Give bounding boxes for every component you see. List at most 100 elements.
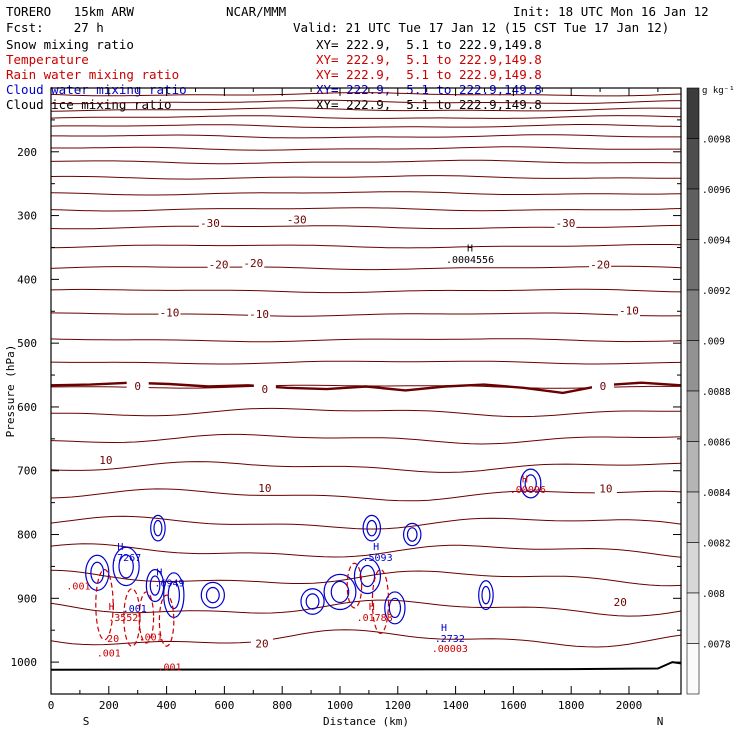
temperature-label: -30 (555, 217, 575, 230)
isotherm-line (50, 360, 682, 365)
temperature-label: -30 (200, 217, 220, 230)
temperature-label: 10 (599, 483, 612, 496)
extremum-label: H (117, 542, 123, 553)
init-time: Init: 18 UTC Mon 16 Jan 12 (513, 4, 709, 19)
extremum-label: .01788 (357, 613, 393, 624)
colorbar-label: .008 (702, 589, 725, 600)
y-tick-label: 900 (17, 592, 37, 605)
extremum-label: .0004556 (446, 255, 494, 266)
org-label: NCAR/MMM (226, 4, 287, 19)
cloud-water-contour (362, 514, 382, 542)
legend-field-name: Cloud ice mixing ratio (6, 97, 172, 112)
cloud-water-contour (205, 586, 220, 604)
cloud-water-contour (353, 557, 382, 595)
cloud-water-contour (112, 546, 140, 587)
temperature-label: 0 (134, 380, 141, 393)
x-tick-label: 2000 (616, 699, 643, 712)
temperature-label: -20 (590, 259, 610, 272)
x-tick-label: 800 (272, 699, 292, 712)
extremum-label: .00003 (432, 644, 468, 655)
temperature-label-bg (198, 217, 221, 230)
temperature-label-bg (158, 306, 181, 319)
extremum-label: H (373, 542, 379, 553)
temperature-label-bg (591, 379, 614, 392)
extremum-label: H (441, 623, 447, 634)
legend-xsec-coords: XY= 222.9, 5.1 to 222.9,149.8 (316, 67, 542, 82)
colorbar-swatch (686, 643, 700, 695)
cloud-water-contour (150, 514, 166, 542)
legend-field-name: Temperature (6, 52, 89, 67)
extremum-label: .001 (157, 663, 181, 674)
colorbar-swatch (686, 592, 700, 644)
temperature-label-bg (250, 637, 273, 650)
temperature-label-bg (207, 258, 230, 271)
temperature-label: 20 (614, 596, 627, 609)
x-tick-label: 1200 (385, 699, 412, 712)
colorbar-swatch (686, 340, 700, 392)
extremum-label: .2732 (435, 634, 465, 645)
x-tick-label: 200 (99, 699, 119, 712)
plot-frame (50, 87, 682, 695)
cloud-water-contour (305, 593, 320, 610)
extremum-label: .7267 (111, 553, 141, 564)
cloud-water-contour (388, 597, 402, 619)
cloud-water-contour (300, 588, 325, 615)
isotherm-line (51, 146, 681, 151)
y-tick-label: 800 (17, 529, 37, 542)
legend-xsec-coords: XY= 222.9, 5.1 to 222.9,149.8 (316, 37, 542, 52)
isotherm-line (50, 124, 682, 129)
colorbar-label: .0094 (702, 236, 731, 247)
temperature-label: -10 (249, 308, 269, 321)
temperature-label: -10 (160, 307, 180, 320)
temperature-label: 20 (255, 638, 268, 651)
colorbar-label: .0084 (702, 488, 731, 499)
temperature-label-bg (242, 256, 265, 269)
cloud-water-contour (402, 522, 422, 547)
colorbar-swatch (686, 138, 700, 190)
extremum-label: H (156, 568, 162, 579)
colorbar-label: .0092 (702, 286, 731, 297)
isotherm-line (50, 224, 682, 230)
extremum-label: .001 (139, 633, 163, 644)
isotherm-line (50, 515, 682, 530)
rain-water-contour (123, 588, 141, 647)
isotherm-line (50, 433, 682, 445)
colorbar-label: .0082 (702, 539, 731, 550)
temperature-label-bg (609, 596, 632, 609)
isotherm-line (50, 191, 682, 196)
colorbar-swatch (686, 87, 700, 139)
isotherm-line (50, 107, 682, 112)
y-axis-label: Pressure (hPa) (4, 345, 17, 438)
temperature-label-bg (594, 482, 617, 495)
north-label: N (657, 715, 664, 728)
zero-isotherm-line (50, 381, 682, 395)
x-tick-label: 1800 (558, 699, 585, 712)
temperature-label-bg (554, 217, 577, 230)
surface-line (50, 661, 682, 671)
x-tick-label: 400 (157, 699, 177, 712)
colorbar-swatch (686, 390, 700, 442)
y-tick-label: 500 (17, 337, 37, 350)
rain-water-contour (95, 569, 114, 641)
isotherm-line (50, 599, 682, 617)
extremum-label: H (467, 243, 473, 254)
temperature-label-bg (253, 481, 276, 494)
colorbar-swatch (686, 239, 700, 291)
extremum-label: .5093 (363, 553, 393, 564)
colorbar-label: .0086 (702, 438, 731, 449)
y-tick-label: 400 (17, 273, 37, 286)
colorbar-swatch (686, 289, 700, 341)
temperature-label: -30 (287, 213, 307, 226)
isotherm-line (51, 407, 682, 418)
isotherm-line (50, 569, 682, 587)
isotherm-line (50, 543, 682, 558)
rain-water-contour (158, 594, 175, 647)
isotherm-line (50, 338, 682, 343)
legend-field-name: Cloud water mixing ratio (6, 82, 187, 97)
isotherm-line (50, 207, 682, 212)
cloud-water-contour (384, 591, 406, 625)
extremum-label: .00096 (510, 485, 546, 496)
cloud-water-contour (359, 564, 376, 588)
rain-water-contour (346, 562, 363, 609)
